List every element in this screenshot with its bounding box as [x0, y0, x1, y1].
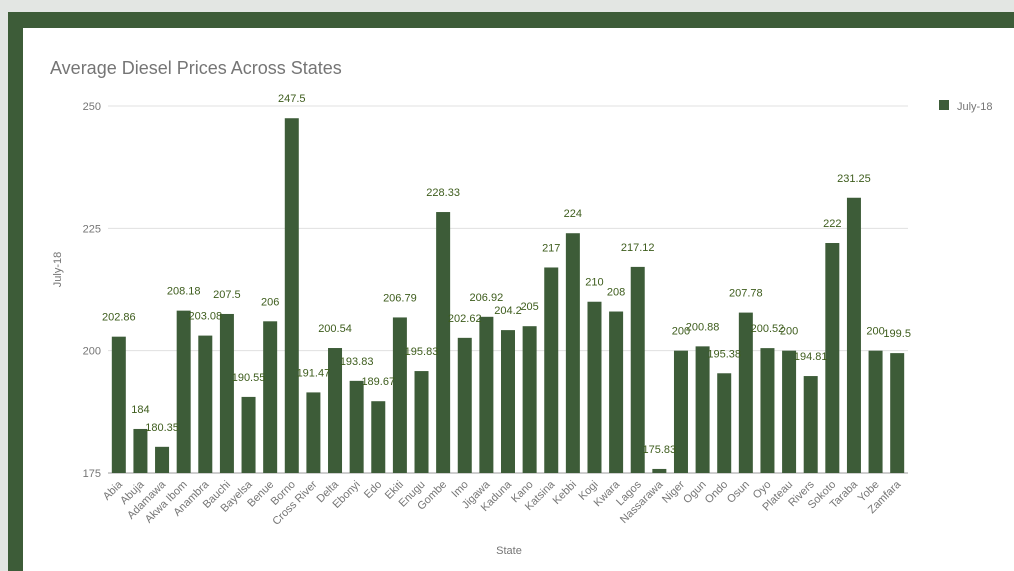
bar[interactable] [673, 350, 688, 473]
bar[interactable] [414, 371, 429, 473]
data-label: 207.5 [213, 289, 241, 301]
bar[interactable] [392, 317, 407, 473]
bar[interactable] [522, 326, 537, 473]
bar-chart: Average Diesel Prices Across States 1752… [50, 58, 992, 557]
data-label: 180.35 [145, 422, 179, 434]
bar[interactable] [155, 446, 170, 473]
data-label: 200 [866, 326, 884, 338]
bar[interactable] [782, 350, 797, 473]
bar[interactable] [846, 197, 861, 473]
chart-card-border: Average Diesel Prices Across States 175 2… [8, 12, 1014, 571]
data-label: 208.18 [167, 286, 201, 298]
chart-panel: Average Diesel Prices Across States 175 2… [23, 28, 1014, 571]
bar[interactable] [760, 348, 775, 473]
data-label: 199.5 [883, 328, 911, 340]
bar[interactable] [565, 233, 580, 473]
data-label: 175.83 [643, 444, 677, 456]
bar[interactable] [371, 401, 386, 473]
bar[interactable] [738, 312, 753, 473]
data-label: 206.79 [383, 292, 417, 304]
bar[interactable] [587, 301, 602, 473]
data-label: 200.54 [318, 323, 352, 335]
x-tick-label: Kebbi [551, 479, 579, 507]
bar[interactable] [803, 376, 818, 473]
bar[interactable] [457, 337, 472, 473]
bar[interactable] [630, 266, 645, 473]
data-label: 202.86 [102, 312, 136, 324]
legend-label: July-18 [957, 101, 992, 113]
data-label: 247.5 [278, 93, 306, 105]
bar[interactable] [890, 353, 905, 473]
bar[interactable] [133, 428, 148, 473]
bar[interactable] [111, 336, 126, 473]
data-label: 217.12 [621, 242, 655, 254]
bar[interactable] [306, 392, 321, 473]
bar[interactable] [241, 396, 256, 473]
bar[interactable] [609, 311, 624, 473]
data-label: 195.38 [707, 348, 741, 360]
y-axis-label: July-18 [52, 252, 64, 287]
bar[interactable] [349, 380, 364, 473]
x-tick-label: Osun [725, 479, 752, 506]
bar[interactable] [695, 346, 710, 473]
data-label: 217 [542, 242, 560, 254]
data-label: 202.62 [448, 313, 482, 325]
bars [111, 118, 905, 474]
bar[interactable] [479, 316, 494, 473]
y-axis-ticks: 175 200 225 250 [83, 101, 101, 480]
bar[interactable] [198, 335, 213, 473]
bar[interactable] [868, 350, 883, 473]
chart-title: Average Diesel Prices Across States [50, 58, 342, 78]
data-label: 200 [672, 326, 690, 338]
data-label: 224 [564, 208, 582, 220]
data-label: 189.67 [361, 376, 395, 388]
data-label: 200.88 [686, 321, 720, 333]
bar[interactable] [176, 310, 191, 473]
data-label: 195.83 [405, 346, 439, 358]
x-tick-label: Ondo [703, 479, 731, 507]
data-label: 222 [823, 218, 841, 230]
bar[interactable] [263, 321, 278, 473]
data-label: 206 [261, 296, 279, 308]
data-labels: 202.86 184 180.35 208.18 203.08 207.5 190.55 20… [102, 93, 911, 456]
data-label: 200.52 [751, 323, 785, 335]
y-tick-label: 225 [83, 223, 101, 235]
bar[interactable] [717, 373, 732, 473]
data-label: 205 [520, 301, 538, 313]
data-label: 191.47 [297, 367, 331, 379]
bar[interactable] [501, 330, 515, 473]
data-label: 193.83 [340, 356, 374, 368]
x-axis-label: State [496, 545, 522, 557]
data-label: 228.33 [426, 187, 460, 199]
x-tick-label: Edo [362, 479, 384, 501]
data-label: 200 [780, 326, 798, 338]
bar[interactable] [436, 212, 451, 474]
bar[interactable] [284, 118, 299, 473]
x-tick-label: Ogun [681, 479, 709, 507]
data-label: 210 [585, 277, 603, 289]
data-label: 231.25 [837, 173, 871, 185]
data-label: 207.78 [729, 288, 763, 300]
data-label: 208 [607, 287, 625, 299]
data-label: 184 [131, 404, 149, 416]
y-tick-label: 200 [83, 346, 101, 358]
bar[interactable] [652, 468, 667, 473]
data-label: 204.2 [494, 305, 522, 317]
legend[interactable]: July-18 [939, 100, 992, 113]
data-label: 194.81 [794, 351, 828, 363]
bar[interactable] [825, 243, 840, 473]
data-label: 203.08 [188, 311, 222, 323]
bar[interactable] [219, 313, 234, 473]
bar[interactable] [544, 267, 559, 473]
y-tick-label: 250 [83, 101, 101, 113]
data-label: 190.55 [232, 372, 266, 384]
y-tick-label: 175 [83, 468, 101, 480]
data-label: 206.92 [470, 292, 504, 304]
x-tick-label: Niger [660, 478, 687, 505]
bar[interactable] [328, 348, 343, 473]
legend-swatch [939, 100, 949, 110]
